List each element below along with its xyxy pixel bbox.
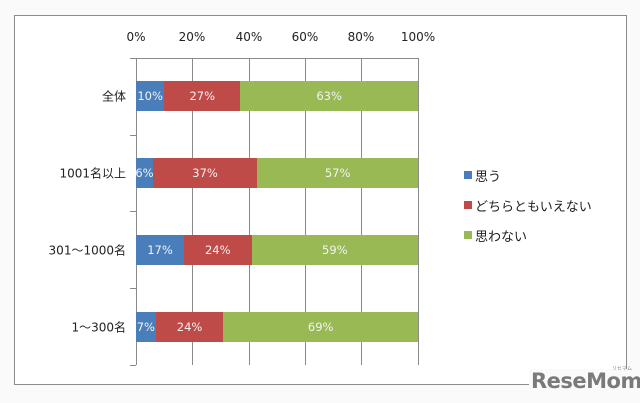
category-label: 全体 (101, 89, 126, 104)
resemom-logo: ReseMom (529, 369, 640, 393)
bar-row: 17% 24% 59% (136, 235, 418, 265)
legend-item: どちらともいえない (464, 190, 592, 220)
legend-swatch-icon (464, 201, 472, 209)
bar-row: 7% 24% 69% (136, 312, 418, 342)
legend-item: 思う (464, 160, 592, 190)
category-label: 1001名以上 (59, 166, 126, 181)
category-tick (130, 58, 136, 59)
bar-segment-neutral: 24% (155, 312, 224, 342)
resemom-logo-sub: リセマム (612, 366, 633, 372)
bar-segment-agree: 7% (136, 312, 156, 342)
bar-row: 6% 37% 57% (136, 158, 418, 188)
bar-segment-disagree: 59% (251, 235, 418, 265)
bar-segment-neutral: 27% (164, 81, 241, 111)
gridline (249, 58, 250, 365)
legend-label: 思う (475, 169, 502, 185)
gridline (361, 58, 362, 365)
x-tick-80: 80% (347, 30, 375, 44)
x-tick-60: 60% (291, 30, 319, 44)
x-tick-40: 40% (235, 30, 263, 44)
gridline (136, 58, 137, 365)
legend-label: どちらともいえない (475, 199, 592, 215)
legend-swatch-icon (464, 171, 472, 179)
bar-segment-disagree: 63% (240, 81, 418, 111)
x-tick-100: 100% (400, 30, 436, 44)
bar-segment-agree: 6% (136, 158, 153, 188)
legend-label: 思わない (475, 229, 528, 245)
bar-row: 10% 27% 63% (136, 81, 418, 111)
bar-segment-disagree: 57% (257, 158, 418, 188)
gridline (305, 58, 306, 365)
category-tick (130, 365, 136, 366)
x-tick-20: 20% (178, 30, 206, 44)
category-tick (130, 135, 136, 136)
legend-swatch-icon (464, 231, 472, 239)
x-axis-line (136, 58, 418, 59)
legend-item: 思わない (464, 220, 592, 250)
gridline (418, 58, 419, 365)
bar-segment-agree: 10% (136, 81, 165, 111)
bar-segment-agree: 17% (136, 235, 184, 265)
category-label: 1〜300名 (71, 320, 126, 335)
category-label: 301〜1000名 (48, 243, 126, 258)
x-tick-0: 0% (126, 30, 146, 44)
bar-segment-neutral: 24% (183, 235, 252, 265)
legend: 思う どちらともいえない 思わない (464, 160, 592, 250)
category-tick (130, 288, 136, 289)
bar-segment-disagree: 69% (223, 312, 418, 342)
gridline (192, 58, 193, 365)
category-tick (130, 211, 136, 212)
bar-segment-neutral: 37% (152, 158, 258, 188)
